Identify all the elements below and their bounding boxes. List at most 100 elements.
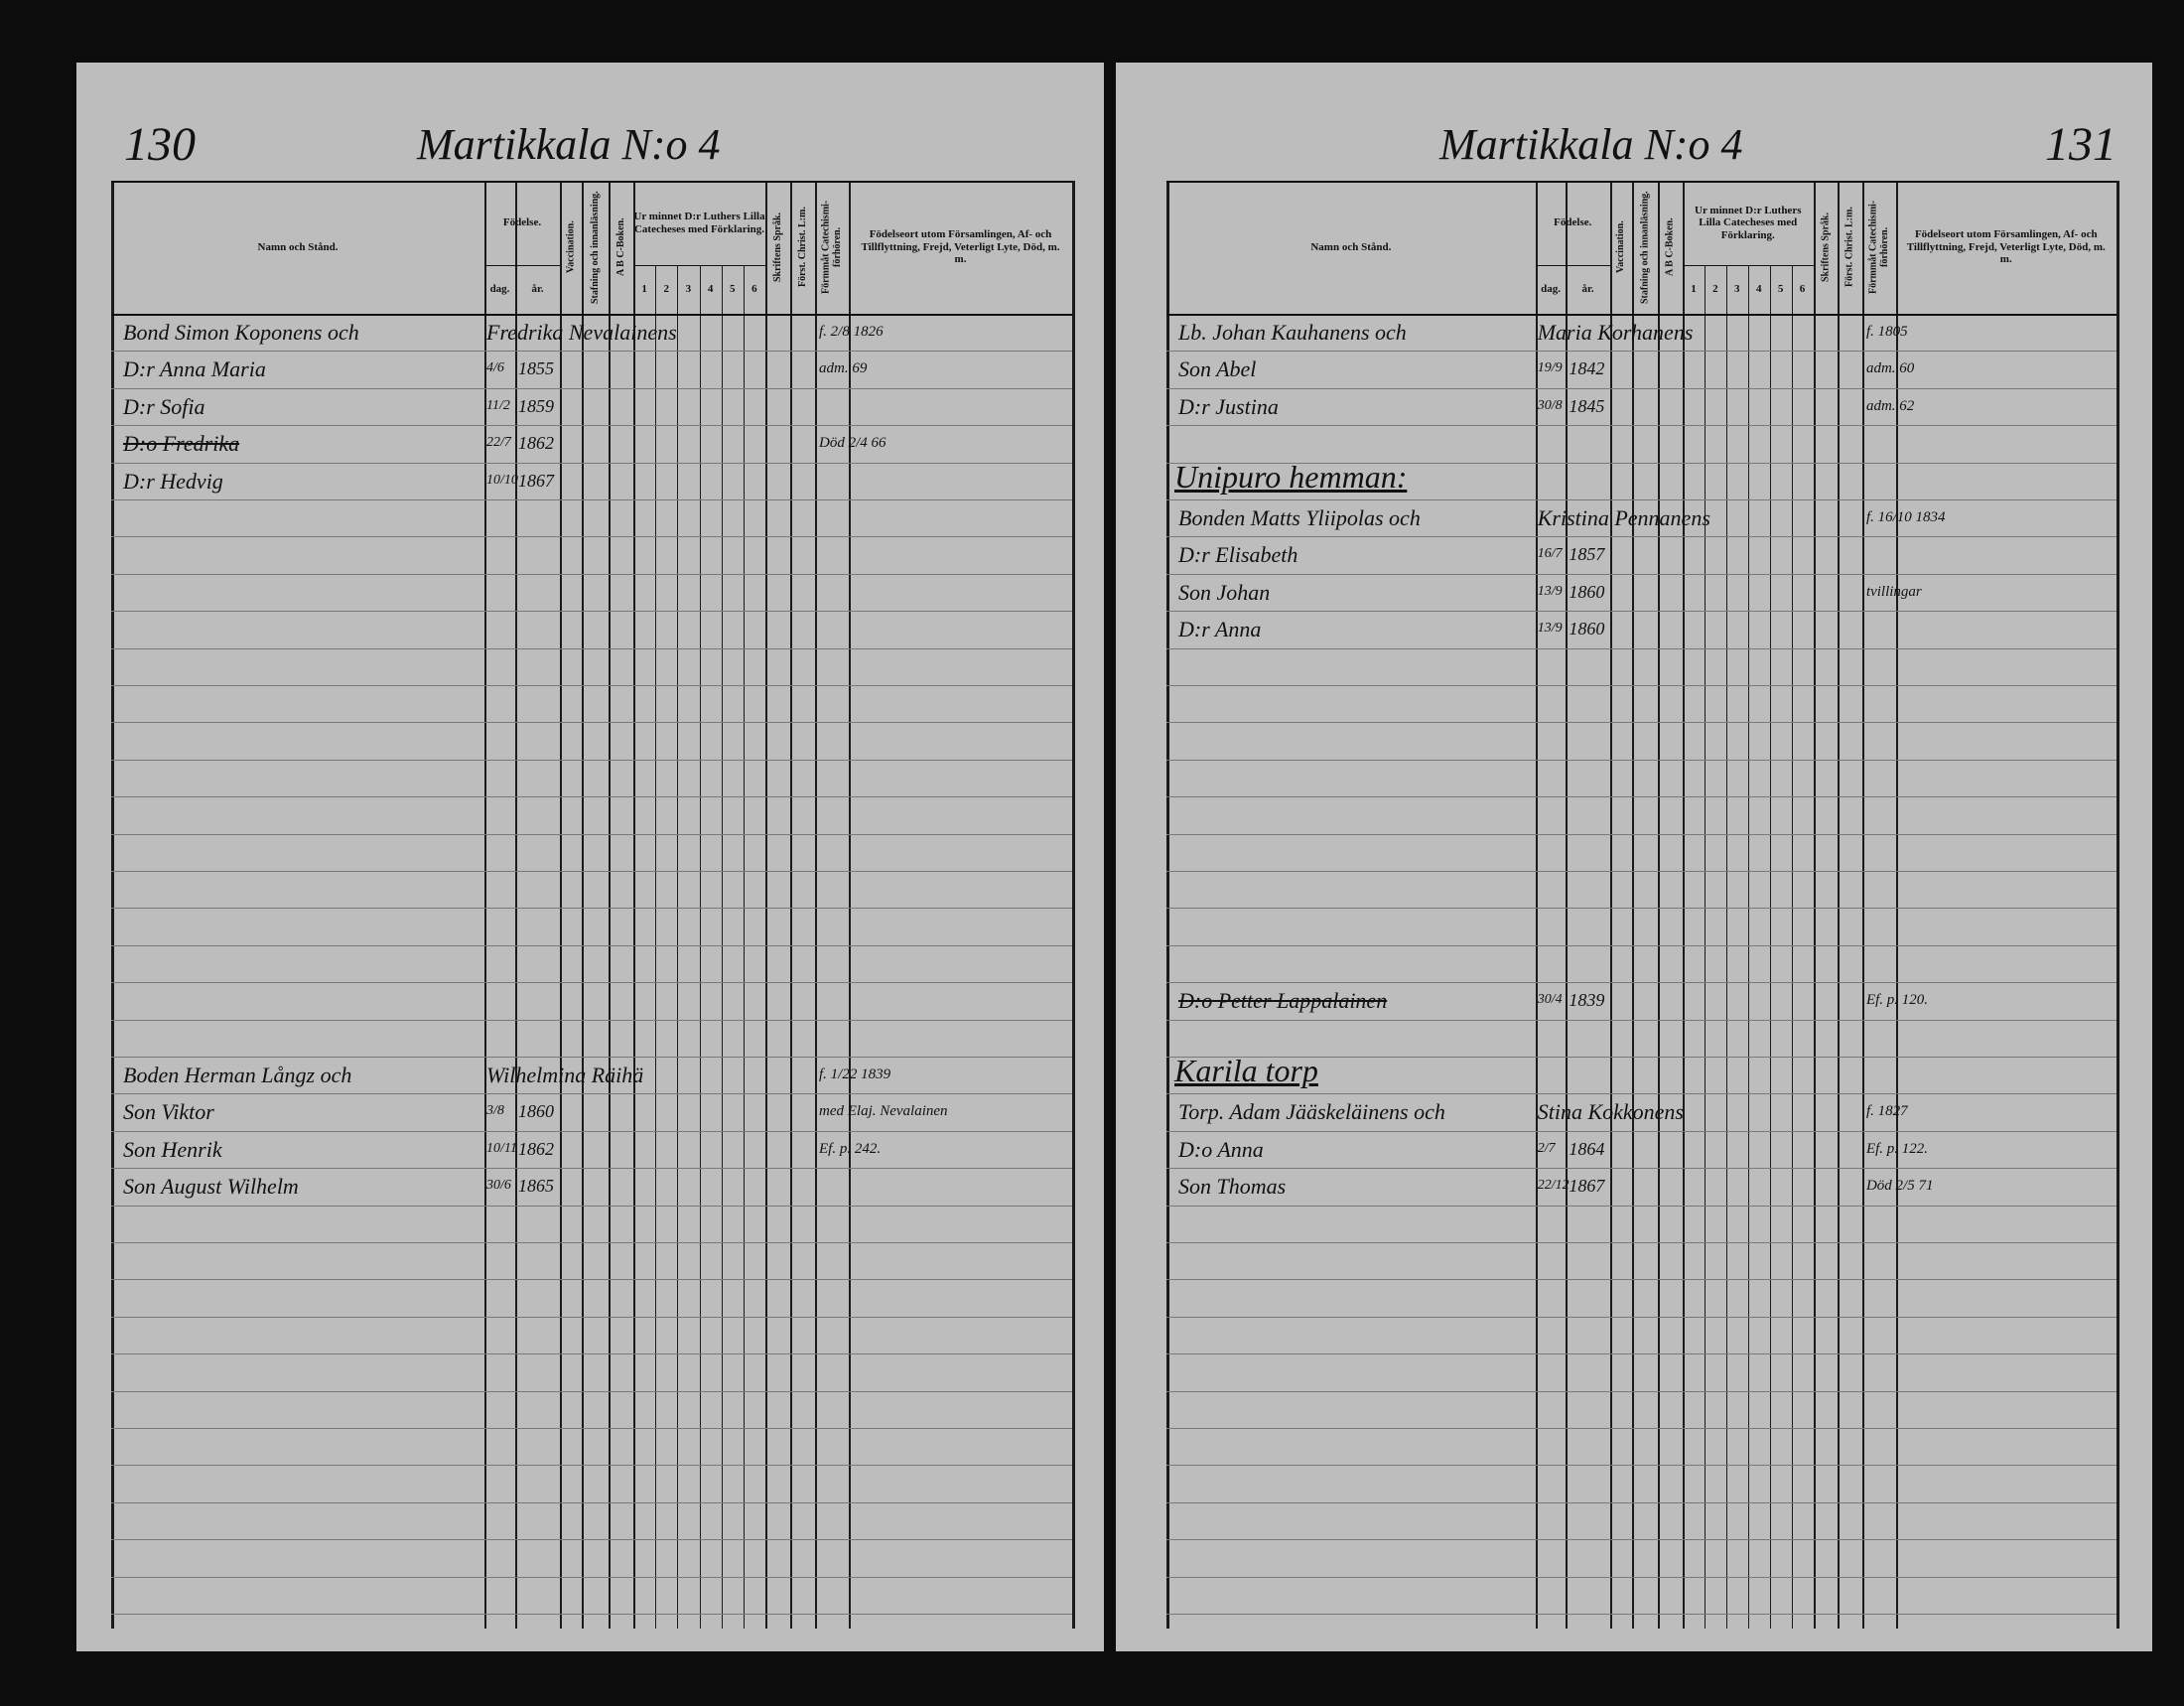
- header-catechism-part: 4: [707, 283, 714, 296]
- entry-note: adm. 69: [819, 360, 868, 377]
- ruled-line: [111, 387, 1072, 389]
- ruled-line: [111, 1614, 1072, 1615]
- entry-birth-year: 1857: [1569, 544, 1605, 565]
- ruled-line: [1166, 1501, 2116, 1503]
- header-catechism-part: 6: [751, 283, 757, 296]
- entry-birth-day: 10/10: [486, 472, 518, 488]
- entry-name: Son Thomas: [1178, 1174, 1287, 1200]
- header-catechism: Ur minnet D:r Luthers Lilla Catecheses m…: [633, 210, 765, 235]
- header-top-rule: [111, 181, 1072, 183]
- column-rule: [582, 181, 584, 1629]
- header-abc: A B C-Boken.: [614, 217, 626, 277]
- entry-name: Son Henrik: [123, 1136, 222, 1162]
- entry-name: D:r Elisabeth: [1178, 542, 1298, 568]
- ruled-line: [111, 685, 1072, 686]
- column-rule: [111, 181, 114, 1629]
- header-scripture: Skriftens Språk.: [1820, 213, 1832, 283]
- entry-birth-day: 30/6: [486, 1178, 511, 1194]
- sub-header-rule: [484, 265, 560, 266]
- entry-name: Son Johan: [1178, 579, 1271, 605]
- entry-birth-year: 1860: [1569, 581, 1605, 602]
- header-day: dag.: [489, 283, 510, 296]
- entry-birth-year: 1842: [1569, 358, 1605, 379]
- entry-birth-year: 1855: [518, 358, 554, 379]
- column-rule: [1631, 181, 1634, 1629]
- ruled-line: [111, 1130, 1072, 1132]
- header-birth: Födelse.: [502, 216, 542, 229]
- ruled-line: [1166, 685, 2116, 686]
- header-vaccination: Vaccination.: [1614, 220, 1626, 274]
- ruled-line: [1166, 647, 2116, 649]
- section-heading: Unipuro hemman:: [1174, 458, 1408, 495]
- column-rule: [1791, 265, 1793, 1629]
- entry-name: D:r Sofia: [123, 393, 205, 419]
- ruled-line: [111, 351, 1072, 353]
- ruled-line: [1166, 611, 2116, 613]
- column-rule: [609, 181, 611, 1629]
- entry-name: Son Abel: [1178, 356, 1257, 382]
- entry-name: Son Viktor: [123, 1099, 214, 1125]
- entry-birth-year: 1860: [518, 1101, 554, 1122]
- column-rule: [1747, 265, 1749, 1629]
- header-catechism-part: 2: [663, 283, 669, 296]
- header-catechism-part: 1: [1691, 283, 1697, 296]
- entry-birth-day: 16/7: [1537, 546, 1563, 562]
- entry-birth-year: 1865: [518, 1176, 554, 1197]
- entry-note: adm. 62: [1865, 397, 1915, 414]
- entry-birth-day: 22/7: [486, 435, 511, 451]
- header-catechism-part: 4: [1755, 283, 1762, 296]
- header-christ: Först. Christ. L:m.: [796, 207, 808, 288]
- entry-name: Son August Wilhelm: [123, 1174, 299, 1200]
- entry-birth-year: 1862: [518, 433, 554, 454]
- entry-name: Bond Simon Koponens och: [123, 320, 359, 345]
- entry-note: f. 1/22 1839: [819, 1066, 891, 1082]
- entry-birth-day: 3/8: [486, 1103, 504, 1119]
- ruled-line: [1166, 462, 2116, 464]
- ruled-line: [111, 573, 1072, 575]
- entry-name: D:o Fredrika: [123, 431, 240, 457]
- header-remarks: Födelseort utom Församlingen, Af- och Ti…: [1906, 228, 2106, 266]
- header-catechism-part: 1: [641, 283, 647, 296]
- ruled-line: [1166, 796, 2116, 798]
- ruled-line: [1166, 833, 2116, 835]
- ruled-line: [111, 425, 1072, 427]
- entry-name: D:r Justina: [1178, 393, 1279, 419]
- ruled-line: [1166, 1428, 2116, 1429]
- entry-birth-year: 1859: [518, 395, 554, 416]
- ruled-line: [1166, 499, 2116, 500]
- page-number: 130: [124, 118, 196, 171]
- entry-birth-day: 4/6: [486, 360, 504, 376]
- entry-note: f. 2/8 1826: [819, 324, 884, 340]
- entry-birth-day: 19/9: [1537, 360, 1563, 376]
- header-name: Namn och Stånd.: [257, 240, 339, 253]
- entry-note: f. 1827: [1865, 1103, 1908, 1120]
- header-year: år.: [531, 283, 544, 296]
- entry-name: Boden Herman Långz och: [123, 1063, 352, 1087]
- ruled-line: [1166, 944, 2116, 946]
- ruled-line: [111, 908, 1072, 910]
- ruled-line: [1166, 573, 2116, 575]
- ruled-line: [1166, 1019, 2116, 1021]
- entry-birth-year: 1860: [1569, 619, 1605, 640]
- ruled-line: [1166, 425, 2116, 427]
- column-rule: [633, 181, 635, 1629]
- column-rule: [699, 265, 701, 1629]
- entry-name: D:r Hedvig: [123, 468, 223, 494]
- ruled-line: [111, 1576, 1072, 1578]
- ruled-line: [1166, 1614, 2116, 1615]
- entry-spouse: Maria Korhanens: [1537, 320, 1694, 345]
- ruled-line: [1166, 1353, 2116, 1355]
- column-rule: [1704, 265, 1706, 1629]
- entry-birth-year: 1867: [1569, 1176, 1605, 1197]
- ruled-line: [111, 1428, 1072, 1429]
- ruled-line: [1166, 871, 2116, 872]
- column-rule: [1566, 181, 1569, 1629]
- column-rule: [1813, 181, 1816, 1629]
- ruled-line: [111, 796, 1072, 798]
- header-catechism-part: 5: [729, 283, 736, 296]
- column-rule: [2116, 181, 2119, 1629]
- entry-note: tvillingar: [1865, 583, 1922, 600]
- column-rule: [1895, 181, 1898, 1629]
- sub-header-rule: [1683, 265, 1814, 266]
